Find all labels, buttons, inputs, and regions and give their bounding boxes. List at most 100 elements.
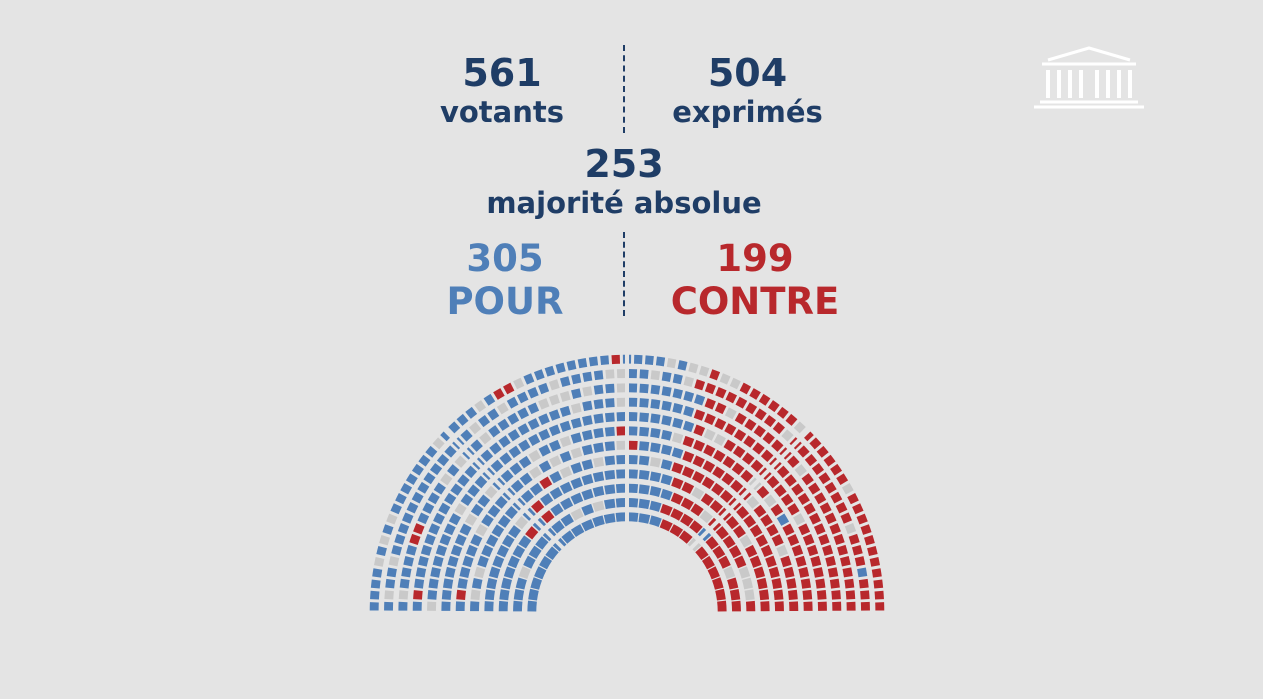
seat-contre	[671, 477, 684, 490]
seat-absent	[691, 486, 705, 500]
seat-pour	[487, 504, 501, 518]
seat-pour	[560, 513, 574, 527]
bottom-divider	[623, 232, 625, 316]
seat-pour	[390, 503, 402, 515]
seat-pour	[499, 452, 513, 465]
seat-pour	[444, 492, 457, 506]
seat-pour	[549, 471, 562, 484]
seat-pour	[528, 588, 539, 601]
seat-absent	[513, 377, 525, 390]
seat-pour	[484, 589, 495, 601]
seat-absent	[474, 566, 486, 579]
seat-contre	[802, 589, 813, 600]
seat-pour	[571, 373, 582, 385]
seat-pour	[436, 454, 450, 467]
seat-pour	[592, 471, 605, 483]
seat-pour	[538, 428, 551, 441]
seat-absent	[514, 516, 529, 530]
seat-absent	[432, 437, 445, 450]
seat-absent	[688, 362, 699, 374]
seat-contre	[858, 578, 869, 589]
seat-pour	[372, 568, 383, 578]
seat-pour	[465, 544, 478, 557]
seat-pour	[523, 373, 535, 385]
seat-pour	[491, 524, 505, 538]
seat-absent	[388, 556, 400, 567]
seat-contre	[802, 533, 815, 546]
seat-pour	[559, 450, 572, 463]
seat-contre	[693, 409, 706, 421]
seat-pour	[490, 459, 504, 473]
seat-pour	[500, 469, 514, 483]
seat-pour	[683, 405, 695, 417]
seat-pour	[627, 498, 639, 508]
seat-contre	[831, 590, 841, 600]
exprimes-count: 504	[707, 51, 788, 95]
seat-contre	[765, 555, 777, 568]
seat-contre	[811, 462, 825, 476]
seat-pour	[507, 555, 520, 569]
seat-pour	[650, 442, 661, 453]
exprimes-stat: 504 exprimés	[660, 54, 835, 127]
seat-contre	[773, 589, 784, 601]
seat-absent	[723, 566, 736, 579]
seat-contre	[774, 484, 787, 498]
seat-contre	[760, 449, 774, 463]
seat-pour	[655, 356, 666, 367]
seat-absent	[454, 503, 467, 516]
seat-contre	[771, 534, 784, 547]
seat-contre	[750, 459, 764, 473]
seat-contre	[752, 442, 765, 455]
seat-pour	[520, 489, 535, 503]
seat-pour	[776, 513, 790, 526]
seat-contre	[829, 578, 840, 589]
seat-pour	[518, 439, 531, 452]
seat-pour	[604, 412, 615, 423]
seat-contre	[815, 578, 826, 589]
seat-pour	[593, 370, 604, 381]
seat-absent	[776, 544, 789, 557]
seat-pour	[477, 494, 491, 508]
seat-pour	[570, 477, 583, 490]
seat-pour	[508, 525, 522, 539]
seat-pour	[638, 455, 650, 466]
seat-contre	[693, 439, 706, 452]
seat-pour	[397, 523, 410, 535]
seat-pour	[385, 578, 396, 589]
seat-pour	[551, 520, 565, 534]
seat-pour	[582, 415, 593, 426]
seat-pour	[603, 513, 616, 524]
seat-contre	[680, 497, 694, 511]
seat-pour	[507, 429, 521, 442]
seat-contre	[837, 544, 848, 556]
seat-pour	[527, 387, 539, 399]
seat-contre	[856, 513, 868, 525]
seat-pour	[417, 481, 430, 494]
seat-absent	[549, 455, 562, 468]
seat-pour	[660, 473, 673, 486]
seat-absent	[739, 534, 753, 548]
seat-pour	[581, 429, 593, 441]
seat-pour	[443, 523, 456, 536]
seat-contre	[723, 439, 736, 452]
seat-contre	[770, 503, 784, 517]
seat-contre	[715, 387, 727, 399]
seat-contre	[715, 526, 729, 540]
seat-pour	[447, 464, 460, 477]
seat-pour	[477, 555, 489, 568]
seat-absent	[666, 358, 677, 369]
seat-pour	[427, 589, 438, 600]
seat-pour	[433, 482, 446, 495]
seat-contre	[824, 512, 837, 525]
exprimes-label: exprimés	[672, 95, 823, 129]
seat-contre	[709, 499, 723, 514]
seat-contre	[806, 544, 819, 557]
seat-pour	[513, 600, 523, 612]
seat-contre	[762, 432, 775, 445]
seat-pour	[561, 530, 576, 544]
seat-pour	[694, 394, 706, 406]
seat-absent	[713, 433, 726, 446]
seat-pour	[480, 449, 494, 463]
seat-contre	[753, 425, 766, 438]
seat-pour	[470, 534, 483, 547]
